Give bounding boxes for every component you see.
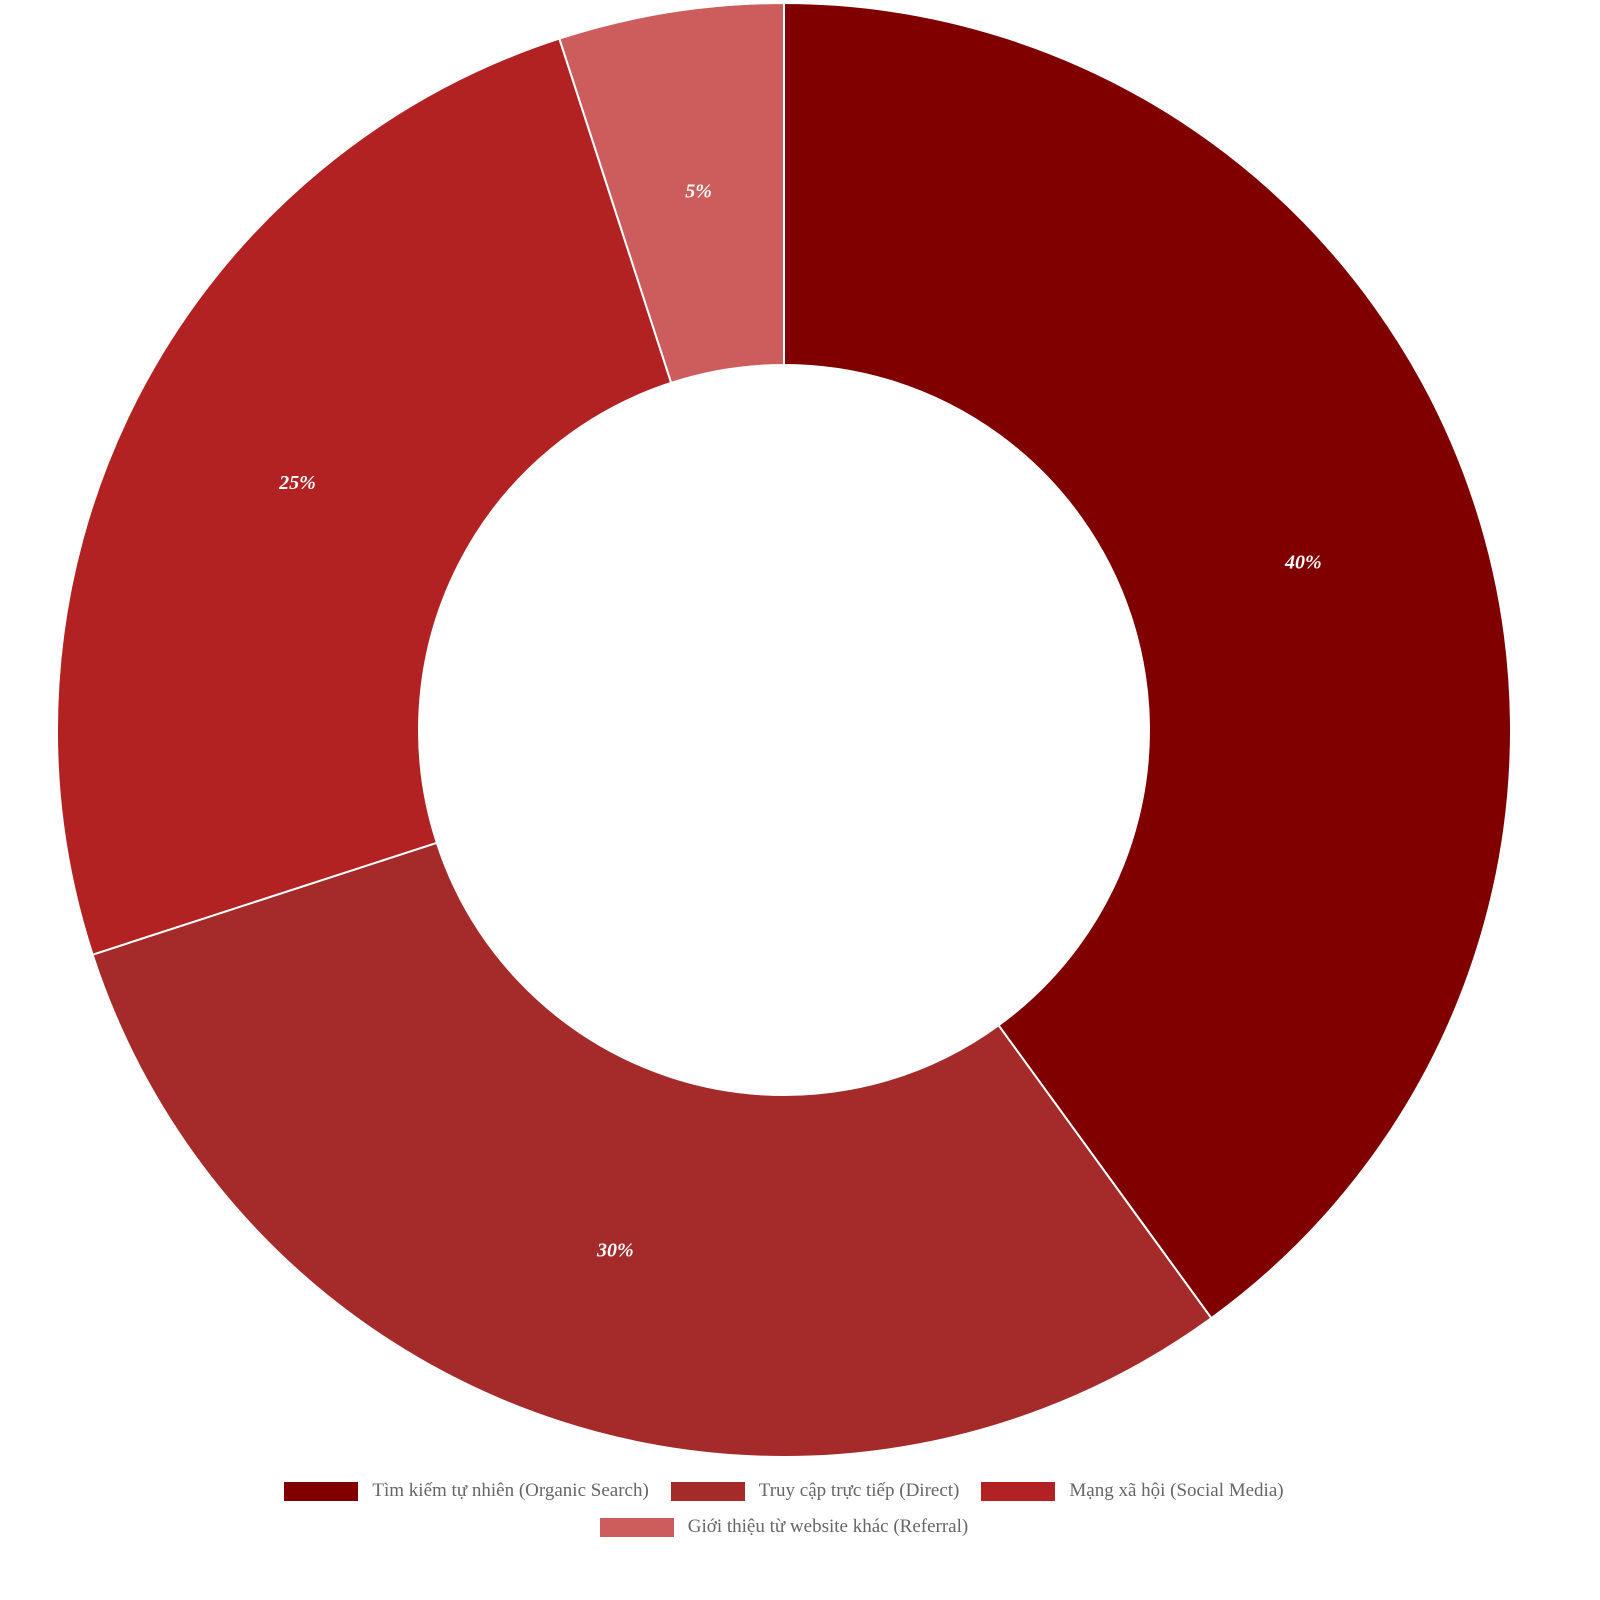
legend-item-social[interactable]: Mạng xã hội (Social Media) — [981, 1480, 1284, 1502]
data-label-referral: 5% — [685, 181, 712, 203]
slice-direct[interactable] — [91, 841, 1213, 1458]
legend-item-referral[interactable]: Giới thiệu từ website khác (Referral) — [599, 1516, 969, 1538]
slice-social[interactable] — [56, 37, 673, 956]
legend-swatch — [670, 1481, 745, 1501]
slice-organic[interactable] — [783, 1, 1512, 1320]
legend-label: Giới thiệu từ website khác (Referral) — [687, 1516, 969, 1537]
legend-label: Mạng xã hội (Social Media) — [1069, 1480, 1284, 1501]
slice-referral[interactable] — [558, 1, 785, 385]
legend-item-organic[interactable]: Tìm kiếm tự nhiên (Organic Search) — [284, 1480, 649, 1502]
legend-row-2: Giới thiệu từ website khác (Referral) — [0, 1516, 1568, 1538]
data-label-social: 25% — [278, 472, 316, 494]
data-label-organic: 40% — [1284, 551, 1322, 573]
data-label-direct: 30% — [596, 1239, 634, 1261]
legend-item-direct[interactable]: Truy cập trực tiếp (Direct) — [670, 1480, 960, 1502]
legend-row-1: Tìm kiếm tự nhiên (Organic Search) Truy … — [0, 1480, 1568, 1502]
legend-swatch — [599, 1517, 674, 1537]
legend-label: Truy cập trực tiếp (Direct) — [758, 1480, 960, 1501]
legend-label: Tìm kiếm tự nhiên (Organic Search) — [372, 1480, 649, 1501]
legend-swatch — [981, 1481, 1056, 1501]
legend-swatch — [284, 1481, 359, 1501]
